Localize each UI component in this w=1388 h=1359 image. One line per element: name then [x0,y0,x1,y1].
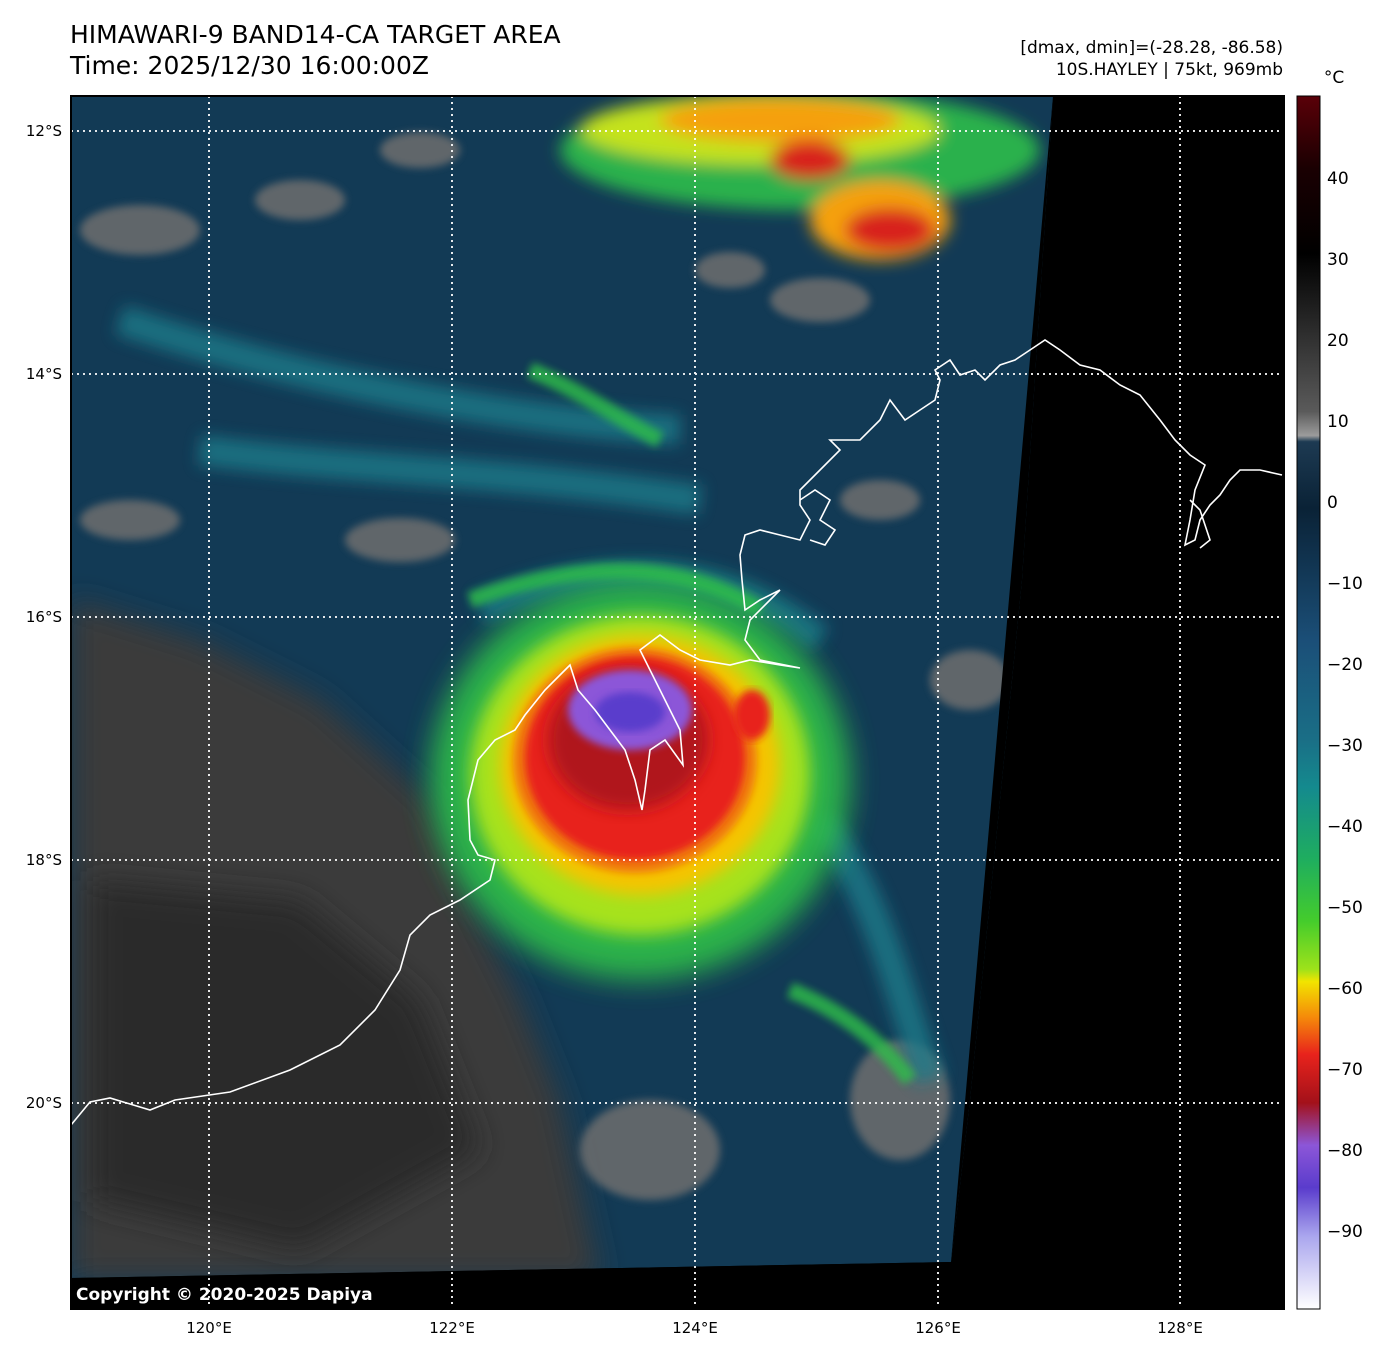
lon-label-126e: 126°E [915,1319,961,1337]
chart-title: HIMAWARI-9 BAND14-CA TARGET AREA [70,20,561,49]
map-frame [70,95,1285,1310]
green-bands [467,362,917,1085]
colorbar-ticks: 40 30 20 10 0 −10 −20 −30 −40 −50 −60 −7… [1327,169,1363,1242]
cb-tick-minus50: −50 [1327,898,1363,918]
gridlines [71,96,1284,1309]
cb-tick-30: 30 [1327,250,1349,270]
lon-ticks: 120°E 122°E 124°E 126°E 128°E [186,1319,1203,1337]
low-clouds [80,132,1010,1200]
cb-tick-10: 10 [1327,412,1349,432]
coastline [71,339,1283,1126]
lat-label-18s: 18°S [26,851,62,869]
cb-tick-40: 40 [1327,169,1349,189]
copyright-text: Copyright © 2020-2025 Dapiya [76,1285,373,1305]
cb-tick-minus40: −40 [1327,817,1363,837]
cb-tick-20: 20 [1327,331,1349,351]
land-dark-area [90,880,480,1250]
cyclone-hayley [430,580,850,980]
chart-time: Time: 2025/12/30 16:00:00Z [70,51,429,80]
lat-label-12s: 12°S [26,122,62,140]
cb-tick-minus30: −30 [1327,736,1363,756]
info-block: [dmax, dmin]=(-28.28, -86.58) 10S.HAYLEY… [1020,37,1283,81]
lat-label-20s: 20°S [26,1094,62,1112]
cb-tick-minus80: −80 [1327,1141,1363,1161]
storm-label: 10S.HAYLEY | 75kt, 969mb [1055,60,1283,80]
satellite-image [71,96,1284,1309]
lat-label-14s: 14°S [26,365,62,383]
lon-label-124e: 124°E [672,1319,718,1337]
cb-tick-minus10: −10 [1327,574,1363,594]
lon-label-120e: 120°E [186,1319,232,1337]
cb-tick-minus20: −20 [1327,655,1363,675]
cb-tick-minus60: −60 [1327,979,1363,999]
colorbar [1296,95,1321,1310]
cb-tick-minus70: −70 [1327,1060,1363,1080]
cb-tick-minus90: −90 [1327,1222,1363,1242]
cb-tick-0: 0 [1327,493,1338,513]
colorbar-unit: °C [1324,68,1344,88]
lat-label-16s: 16°S [26,608,62,626]
range-label: [dmax, dmin]=(-28.28, -86.58) [1020,38,1283,58]
lon-label-128e: 128°E [1157,1319,1203,1337]
lat-ticks: 12°S 14°S 16°S 18°S 20°S [26,122,62,1112]
lon-label-122e: 122°E [429,1319,475,1337]
